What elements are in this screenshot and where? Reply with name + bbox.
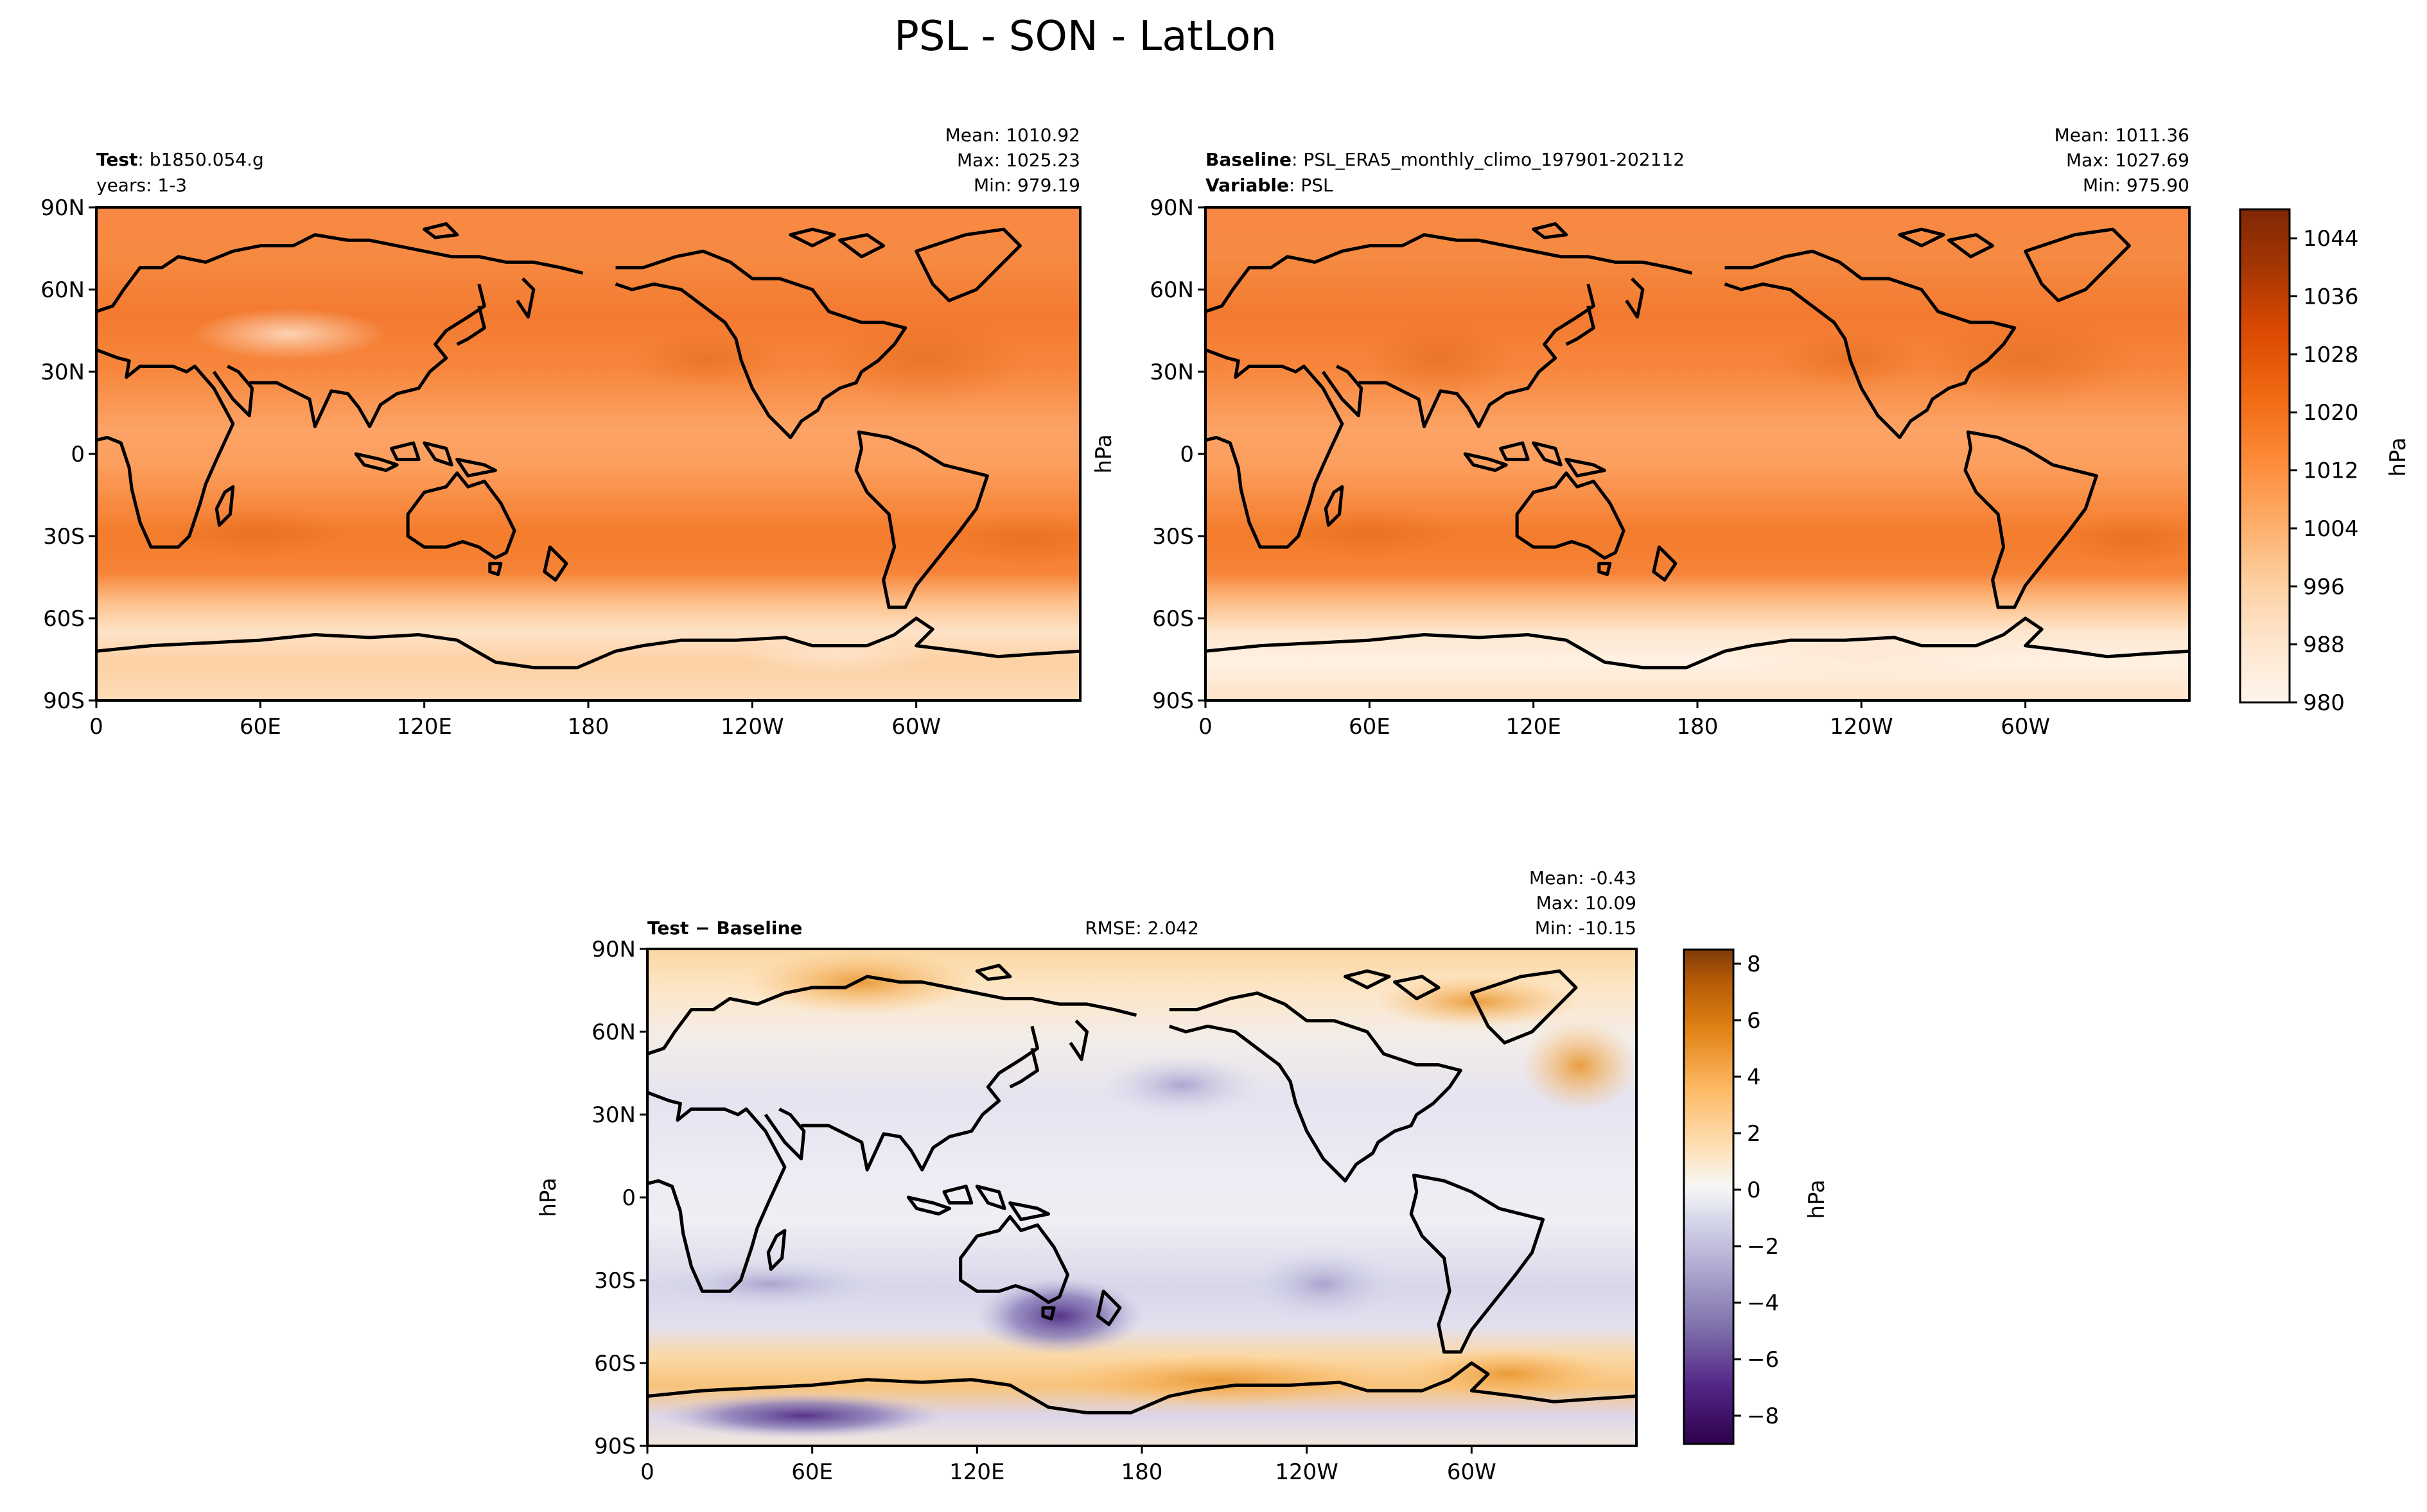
colorbar-tick-label: 980 xyxy=(2303,690,2345,716)
diff-colorbar-gradient xyxy=(1684,950,1733,1444)
lat-tick-label: 60N xyxy=(1150,277,1194,303)
colorbar-tick-label: 4 xyxy=(1747,1064,1761,1090)
diff-label: Test − Baseline xyxy=(647,917,802,939)
baseline-axis-ticks: 0 60E 120E 180 120W 60W 90N 60N 30N 0 30S 60S 90S xyxy=(1150,195,2050,740)
lat-tick-label: 60S xyxy=(1152,606,1194,632)
lat-tick-label: 60S xyxy=(43,606,85,632)
diff-colorbar-ticks: 8 6 4 2 0 −2 −4 −6 −8 xyxy=(1733,952,1779,1429)
baseline-field xyxy=(1205,207,2189,700)
test-axis-ticks: 0 60E 120E 180 120W 60W 90N 60N 30N 0 30S 60S 90S xyxy=(40,195,941,740)
lat-tick-label: 90N xyxy=(1150,195,1194,221)
baseline-variable-label: Variable: PSL xyxy=(1205,175,1333,196)
lat-tick-label: 30S xyxy=(1152,524,1194,550)
lat-tick-label: 60N xyxy=(40,277,85,303)
baseline-ylabel: hPa xyxy=(1091,434,1117,473)
test-case-label: Test: b1850.054.g xyxy=(96,149,264,170)
lat-tick-label: 90S xyxy=(1152,688,1194,714)
main-colorbar-gradient xyxy=(2240,209,2290,702)
colorbar-tick-label: 1012 xyxy=(2303,458,2359,484)
lon-tick-label: 60E xyxy=(240,714,281,740)
colorbar-tick-label: 1044 xyxy=(2303,226,2359,252)
test-panel xyxy=(95,206,1082,702)
colorbar-tick-label: −8 xyxy=(1747,1403,1779,1429)
colorbar-tick-label: 8 xyxy=(1747,952,1761,977)
lon-tick-label: 0 xyxy=(640,1459,654,1485)
baseline-case-label: Baseline: PSL_ERA5_monthly_climo_197901-… xyxy=(1205,149,1685,170)
colorbar-tick-label: 988 xyxy=(2303,632,2345,658)
lon-tick-label: 120E xyxy=(1505,714,1561,740)
colorbar-tick-label: −2 xyxy=(1747,1234,1779,1260)
diff-panel xyxy=(646,948,1638,1447)
colorbar-tick-label: −4 xyxy=(1747,1290,1779,1316)
lat-tick-label: 90S xyxy=(594,1434,636,1459)
main-colorbar-label: hPa xyxy=(2385,437,2411,476)
lon-tick-label: 0 xyxy=(1198,714,1213,740)
test-min: Min: 979.19 xyxy=(974,175,1080,196)
lon-tick-label: 120E xyxy=(396,714,451,740)
diff-colorbar: 8 6 4 2 0 −2 −4 −6 −8 hPa xyxy=(1683,948,1830,1445)
colorbar-tick-label: 1028 xyxy=(2303,342,2359,368)
lon-tick-label: 180 xyxy=(568,714,609,740)
test-max: Max: 1025.23 xyxy=(957,150,1080,171)
lon-tick-label: 60W xyxy=(891,714,941,740)
colorbar-tick-label: −6 xyxy=(1747,1347,1779,1373)
colorbar-tick-label: 1004 xyxy=(2303,516,2359,542)
diff-field xyxy=(647,949,1636,1446)
lon-tick-label: 120W xyxy=(1830,714,1893,740)
baseline-max: Max: 1027.69 xyxy=(2066,150,2189,171)
lon-tick-label: 180 xyxy=(1677,714,1719,740)
main-colorbar: 1044 1036 1028 1020 1012 1004 996 988 980 hPa xyxy=(2239,208,2411,716)
colorbar-tick-label: 6 xyxy=(1747,1008,1761,1034)
lat-tick-label: 30N xyxy=(1150,360,1194,385)
lat-tick-label: 60N xyxy=(591,1020,636,1045)
diff-max: Max: 10.09 xyxy=(1536,892,1636,914)
lon-tick-label: 60E xyxy=(1349,714,1390,740)
diff-min: Min: -10.15 xyxy=(1535,917,1636,939)
lat-tick-label: 90N xyxy=(40,195,85,221)
lat-tick-label: 0 xyxy=(1180,442,1194,467)
lon-tick-label: 180 xyxy=(1121,1459,1163,1485)
test-years-label: years: 1-3 xyxy=(96,175,187,196)
lon-tick-label: 0 xyxy=(89,714,103,740)
lat-tick-label: 60S xyxy=(594,1351,636,1377)
main-colorbar-ticks: 1044 1036 1028 1020 1012 1004 996 988 980 xyxy=(2290,226,2359,716)
lon-tick-label: 60E xyxy=(791,1459,833,1485)
lat-tick-label: 90N xyxy=(591,937,636,962)
lon-tick-label: 120E xyxy=(949,1459,1004,1485)
lon-tick-label: 60W xyxy=(2001,714,2050,740)
figure-title: PSL - SON - LatLon xyxy=(894,13,1277,60)
diff-colorbar-frame xyxy=(1683,948,1735,1445)
lat-tick-label: 0 xyxy=(71,442,85,467)
test-field xyxy=(96,207,1080,700)
lat-tick-label: 30S xyxy=(43,524,85,550)
colorbar-tick-label: 0 xyxy=(1747,1177,1761,1203)
lat-tick-label: 30S xyxy=(594,1268,636,1294)
lat-tick-label: 0 xyxy=(622,1185,636,1211)
diff-colorbar-label: hPa xyxy=(1804,1179,1830,1219)
lat-tick-label: 90S xyxy=(43,688,85,714)
baseline-mean: Mean: 1011.36 xyxy=(2055,125,2189,146)
baseline-panel xyxy=(1204,206,2191,702)
colorbar-tick-label: 996 xyxy=(2303,574,2345,600)
lat-tick-label: 30N xyxy=(40,360,85,385)
diff-ylabel: hPa xyxy=(536,1177,561,1217)
diff-rmse: RMSE: 2.042 xyxy=(1085,917,1199,939)
lat-tick-label: 30N xyxy=(591,1102,636,1128)
lon-tick-label: 120W xyxy=(1275,1459,1338,1485)
main-colorbar-frame xyxy=(2239,208,2291,704)
colorbar-tick-label: 1036 xyxy=(2303,284,2359,310)
diff-mean: Mean: -0.43 xyxy=(1529,867,1636,889)
colorbar-tick-label: 2 xyxy=(1747,1121,1761,1147)
colorbar-tick-label: 1020 xyxy=(2303,400,2359,426)
lon-tick-label: 120W xyxy=(721,714,784,740)
diff-axis-ticks: 0 60E 120E 180 120W 60W 90N 60N 30N 0 30S 60S 90S xyxy=(591,937,1496,1485)
test-mean: Mean: 1010.92 xyxy=(945,125,1080,146)
lon-tick-label: 60W xyxy=(1447,1459,1496,1485)
baseline-min: Min: 975.90 xyxy=(2083,175,2189,196)
